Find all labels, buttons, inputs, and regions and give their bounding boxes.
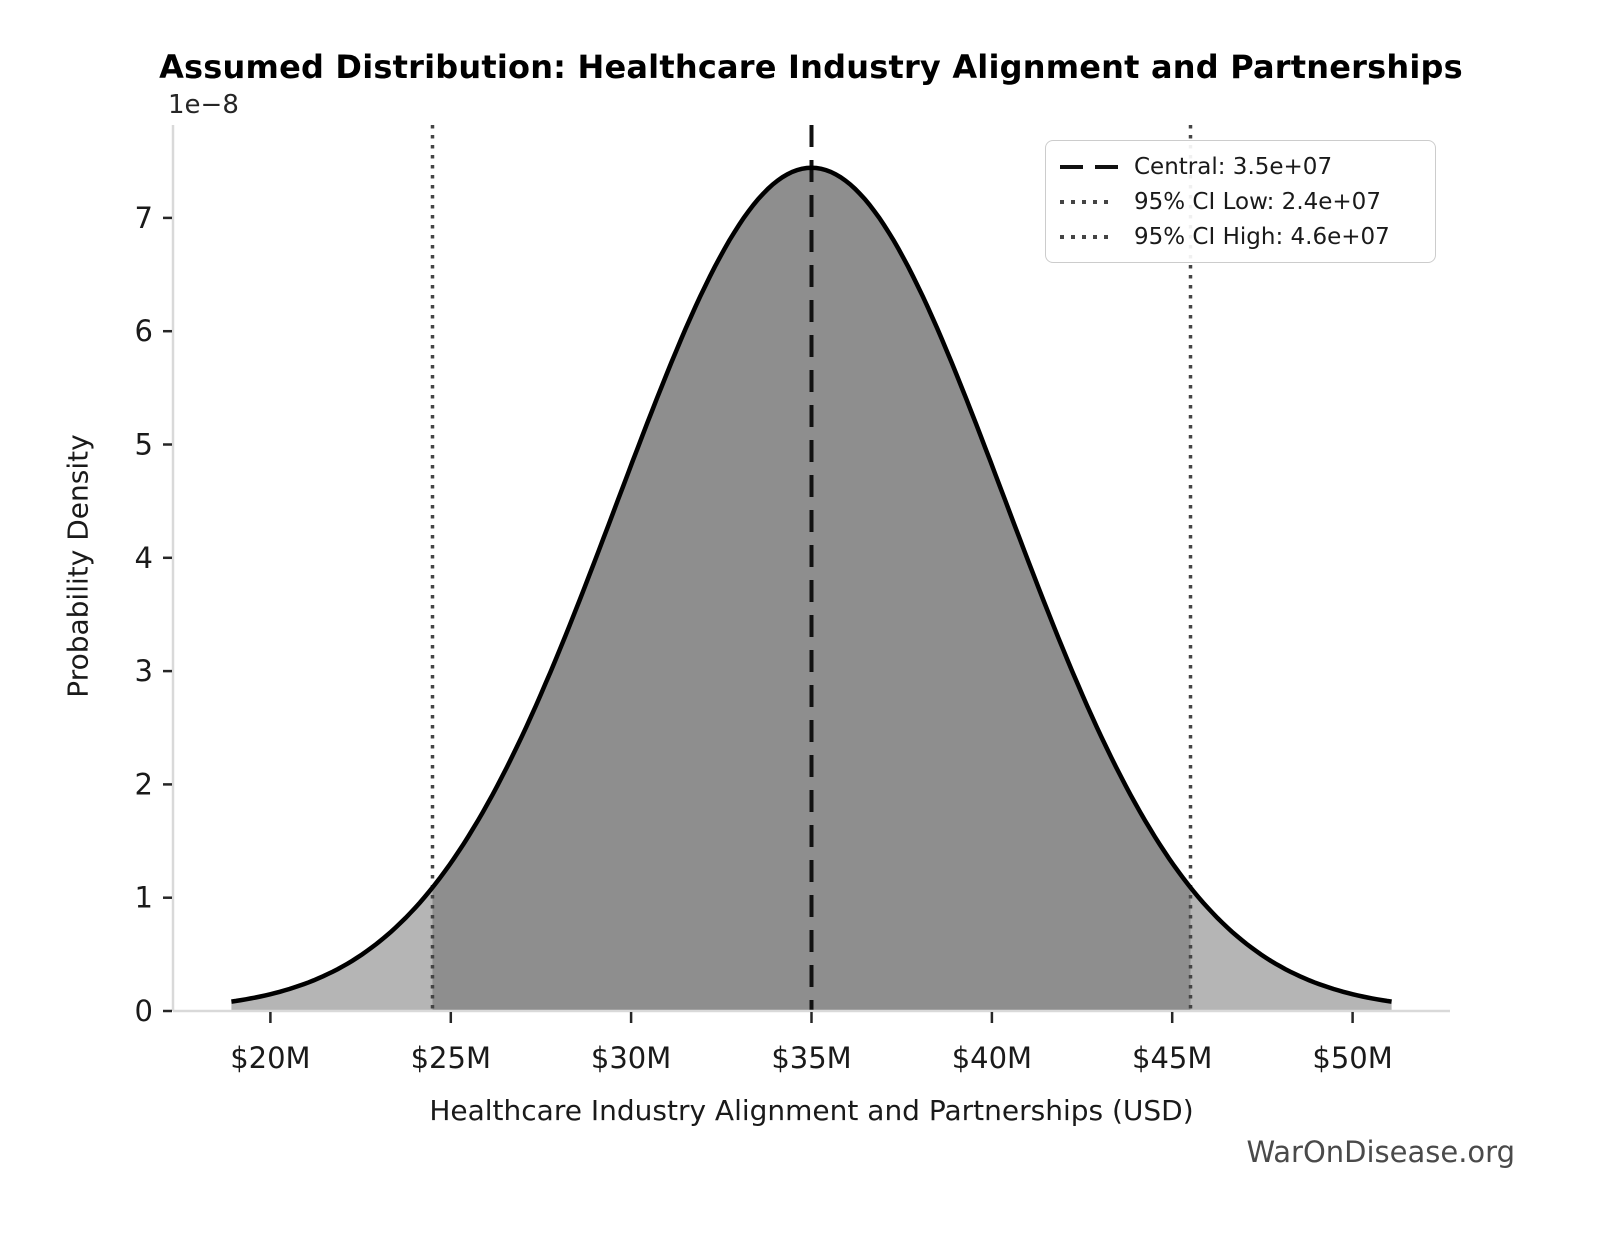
y-tick-label: 7	[135, 201, 153, 235]
watermark: WarOnDisease.org	[1246, 1135, 1515, 1169]
x-axis-title: Healthcare Industry Alignment and Partne…	[429, 1094, 1194, 1127]
y-tick-label: 1	[135, 881, 153, 915]
dotted-line-sample-icon	[1060, 199, 1108, 204]
legend-item-ci-high: 95% CI High: 4.6e+07	[1060, 224, 1419, 250]
legend: Central: 3.5e+07 95% CI Low: 2.4e+07 95%…	[1045, 140, 1436, 263]
x-tick-label: $45M	[1132, 1041, 1212, 1075]
x-tick-label: $50M	[1312, 1041, 1392, 1075]
y-tick-label: 5	[135, 428, 153, 462]
fill-left-tail	[231, 887, 433, 1011]
legend-label-ci-low: 95% CI Low: 2.4e+07	[1134, 188, 1381, 215]
y-tick-label: 4	[135, 541, 153, 575]
density-curve	[231, 165, 1392, 1004]
x-tick-label: $30M	[591, 1041, 671, 1075]
chart-title: Assumed Distribution: Healthcare Industr…	[159, 48, 1463, 86]
legend-label-ci-high: 95% CI High: 4.6e+07	[1134, 223, 1390, 250]
x-tick-label: $20M	[230, 1041, 310, 1075]
dashed-line-sample-icon	[1060, 164, 1118, 169]
legend-label-central: Central: 3.5e+07	[1134, 153, 1333, 180]
legend-item-ci-low: 95% CI Low: 2.4e+07	[1060, 189, 1419, 215]
fill-right-tail	[1190, 887, 1392, 1011]
y-axis-offset-label: 1e−8	[168, 90, 239, 120]
x-tick-label: $35M	[771, 1041, 851, 1075]
x-tick-label: $40M	[952, 1041, 1032, 1075]
x-tick-label: $25M	[411, 1041, 491, 1075]
y-tick-label: 2	[135, 767, 153, 801]
y-tick-label: 6	[135, 314, 153, 348]
y-tick-label: 3	[135, 654, 153, 688]
dotted-line-sample-icon	[1060, 234, 1108, 239]
legend-item-central: Central: 3.5e+07	[1060, 154, 1419, 180]
y-tick-label: 0	[135, 994, 153, 1028]
